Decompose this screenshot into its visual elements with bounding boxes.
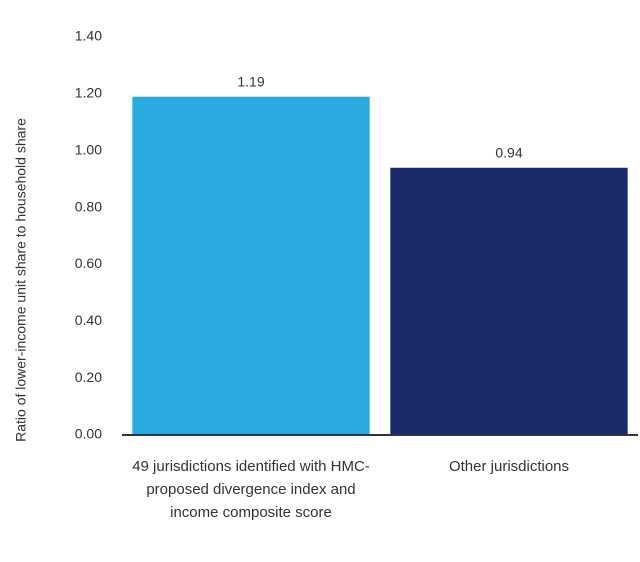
value-label: 1.19 — [237, 73, 264, 89]
y-tick-label: 0.40 — [75, 312, 102, 328]
y-tick-label: 0.60 — [75, 255, 102, 271]
y-tick-label: 1.20 — [75, 85, 102, 101]
y-tick-label: 0.80 — [75, 198, 102, 214]
x-tick-label: Other jurisdictions — [448, 458, 570, 475]
y-tick-label: 0.20 — [75, 369, 102, 385]
y-tick-label: 1.00 — [75, 141, 102, 157]
value-label: 0.94 — [495, 144, 522, 160]
y-tick-label: 0.00 — [75, 426, 102, 442]
bar — [132, 96, 370, 435]
x-tick-label: 49 jurisdictions identified with HMC-pro… — [132, 458, 370, 521]
y-axis-label: Ratio of lower-income unit share to hous… — [13, 118, 29, 442]
bar — [390, 167, 628, 435]
y-tick-label: 1.40 — [75, 28, 102, 44]
